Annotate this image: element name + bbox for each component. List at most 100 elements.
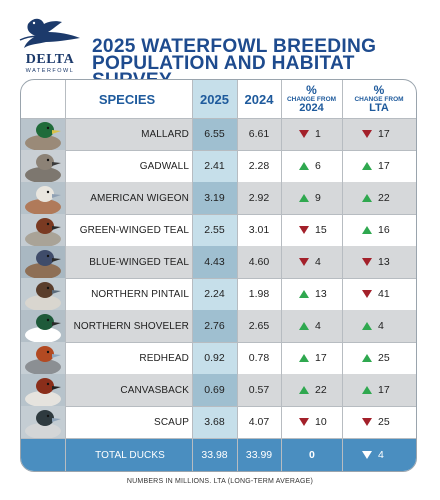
change-from-2024-value: 15 bbox=[315, 224, 327, 236]
header-2025-label: 2025 bbox=[200, 91, 229, 107]
header-change-2024: % CHANGE FROM 2024 bbox=[281, 80, 342, 118]
value-2024: 0.78 bbox=[248, 352, 270, 364]
header-2025: 2025 bbox=[192, 80, 237, 118]
divider bbox=[65, 80, 66, 471]
down-arrow-icon bbox=[299, 130, 309, 138]
divider bbox=[21, 342, 416, 343]
value-2025: 4.43 bbox=[204, 256, 225, 268]
canvasback-icon bbox=[21, 374, 65, 406]
value-2024: 4.60 bbox=[248, 256, 270, 268]
up-arrow-icon bbox=[299, 386, 309, 394]
header-species: SPECIES bbox=[65, 80, 189, 118]
change-from-lta-value: 4 bbox=[378, 320, 384, 332]
change-from-2024-value: 9 bbox=[315, 192, 321, 204]
species-name: NORTHERN PINTAIL bbox=[91, 288, 189, 300]
shoveler-icon bbox=[21, 310, 65, 342]
table-row: REDHEAD 0.92 0.78 17 25 bbox=[21, 342, 416, 374]
header-vs-2024: 2024 bbox=[299, 101, 324, 114]
table-row: NORTHERN SHOVELER 2.76 2.65 4 4 bbox=[21, 310, 416, 342]
change-from-lta-value: 13 bbox=[378, 256, 390, 268]
change-from-2024-value: 4 bbox=[315, 320, 321, 332]
change-from-lta-value: 17 bbox=[378, 160, 390, 172]
value-2024: 2.65 bbox=[248, 320, 270, 332]
table-row: GREEN-WINGED TEAL 2.55 3.01 15 16 bbox=[21, 214, 416, 246]
species-name: GADWALL bbox=[139, 160, 189, 172]
value-2025: 3.19 bbox=[204, 192, 225, 204]
table-row: MALLARD 6.55 6.61 1 17 bbox=[21, 118, 416, 150]
change-from-2024: 10 bbox=[281, 406, 342, 438]
change-from-lta-value: 16 bbox=[378, 224, 390, 236]
divider bbox=[342, 80, 343, 471]
value-2025: 6.55 bbox=[204, 128, 225, 140]
title-line-1: 2025 WATERFOWL BREEDING bbox=[92, 35, 377, 57]
change-from-lta: 17 bbox=[342, 118, 416, 150]
value-2024: 2.92 bbox=[248, 192, 270, 204]
down-arrow-icon bbox=[362, 258, 372, 266]
wigeon-icon bbox=[21, 182, 65, 214]
value-2024: 6.61 bbox=[248, 128, 270, 140]
up-arrow-icon bbox=[362, 354, 372, 362]
divider bbox=[281, 80, 282, 471]
change-from-2024-value: 4 bbox=[315, 256, 321, 268]
change-from-lta: 16 bbox=[342, 214, 416, 246]
value-2024: 2.28 bbox=[248, 160, 270, 172]
species-name: AMERICAN WIGEON bbox=[90, 192, 189, 204]
column-2025-shade bbox=[192, 118, 237, 150]
scaup-icon bbox=[21, 406, 65, 438]
change-from-lta: 22 bbox=[342, 182, 416, 214]
divider bbox=[192, 80, 193, 471]
table-row: SCAUP 3.68 4.07 10 25 bbox=[21, 406, 416, 438]
total-row: TOTAL DUCKS 33.98 33.99 0 4 bbox=[21, 439, 416, 471]
up-arrow-icon bbox=[299, 194, 309, 202]
gadwall-icon bbox=[21, 150, 65, 182]
divider bbox=[21, 278, 416, 279]
duck-flying-logo-icon bbox=[19, 18, 80, 48]
value-2024: 1.98 bbox=[248, 288, 270, 300]
value-2025: 3.68 bbox=[204, 416, 225, 428]
green-winged-teal-icon bbox=[21, 214, 65, 246]
column-2025-shade bbox=[192, 182, 237, 214]
total-change-lta: 4 bbox=[342, 439, 416, 471]
up-arrow-icon bbox=[362, 386, 372, 394]
change-from-lta: 41 bbox=[342, 278, 416, 310]
delta-waterfowl-logo: DELTA WATERFOWL bbox=[18, 14, 86, 76]
divider bbox=[21, 406, 416, 407]
table-row: NORTHERN PINTAIL 2.24 1.98 13 41 bbox=[21, 278, 416, 310]
header: DELTA WATERFOWL 2025 WATERFOWL BREEDING … bbox=[0, 0, 440, 90]
divider bbox=[237, 80, 238, 471]
header-pct-symbol: % bbox=[373, 82, 385, 97]
change-from-2024: 1 bbox=[281, 118, 342, 150]
down-arrow-icon bbox=[362, 451, 372, 459]
up-arrow-icon bbox=[299, 354, 309, 362]
change-from-lta-value: 25 bbox=[378, 352, 390, 364]
species-name: MALLARD bbox=[141, 128, 189, 140]
header-species-label: SPECIES bbox=[98, 91, 156, 107]
up-arrow-icon bbox=[362, 226, 372, 234]
header-change-from: CHANGE FROM bbox=[286, 95, 337, 103]
total-2025: 33.98 bbox=[201, 449, 228, 461]
value-2025: 2.41 bbox=[204, 160, 225, 172]
column-2025-shade bbox=[192, 310, 237, 342]
header-vs-lta: LTA bbox=[369, 101, 389, 114]
value-2025: 0.92 bbox=[204, 352, 225, 364]
divider bbox=[21, 150, 416, 151]
divider bbox=[21, 214, 416, 215]
footnote: NUMBERS IN MILLIONS. LTA (LONG-TERM AVER… bbox=[126, 478, 314, 485]
table-row: GADWALL 2.41 2.28 6 17 bbox=[21, 150, 416, 182]
up-arrow-icon bbox=[299, 162, 309, 170]
table-row: CANVASBACK 0.69 0.57 22 17 bbox=[21, 374, 416, 406]
up-arrow-icon bbox=[362, 194, 372, 202]
change-from-lta: 17 bbox=[342, 374, 416, 406]
species-name: NORTHERN SHOVELER bbox=[73, 320, 189, 332]
up-arrow-icon bbox=[362, 322, 372, 330]
change-from-2024: 17 bbox=[281, 342, 342, 374]
down-arrow-icon bbox=[362, 130, 372, 138]
value-2025: 2.24 bbox=[204, 288, 225, 300]
down-arrow-icon bbox=[362, 418, 372, 426]
header-2024-label: 2024 bbox=[244, 91, 274, 107]
value-2024: 3.01 bbox=[248, 224, 270, 236]
change-from-lta: 4 bbox=[342, 310, 416, 342]
mallard-icon bbox=[21, 118, 65, 150]
change-from-2024-value: 22 bbox=[315, 384, 327, 396]
change-from-lta-value: 25 bbox=[378, 416, 390, 428]
